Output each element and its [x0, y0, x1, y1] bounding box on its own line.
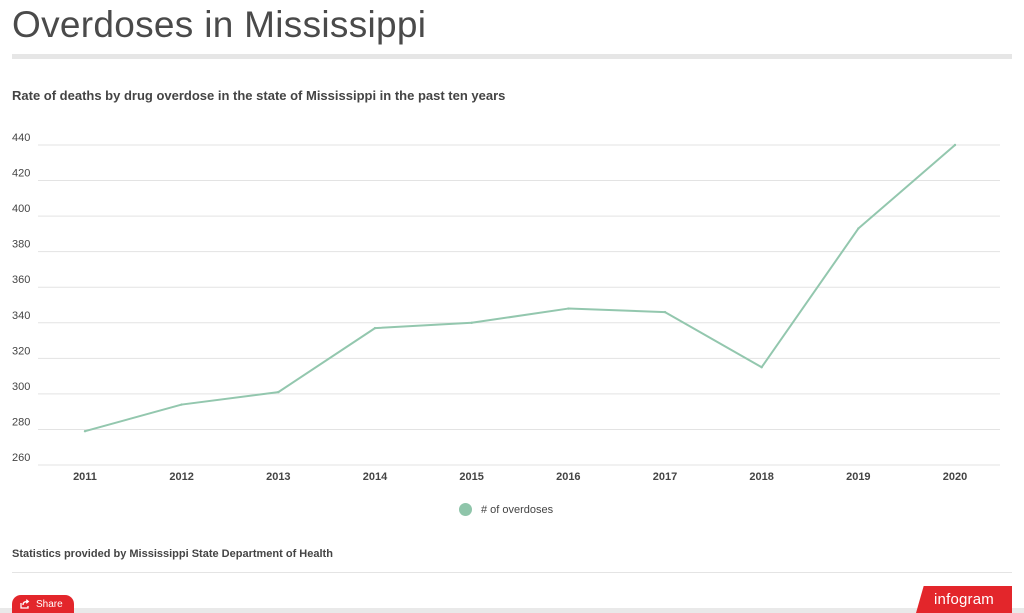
bottom-bar — [0, 608, 1024, 613]
x-tick-label: 2017 — [653, 471, 677, 480]
y-tick-label: 360 — [12, 274, 30, 286]
data-point — [760, 366, 763, 369]
share-icon — [20, 599, 30, 609]
y-tick-label: 280 — [12, 416, 30, 428]
data-point — [277, 390, 280, 394]
data-point — [180, 403, 183, 406]
y-tick-label: 300 — [12, 381, 30, 393]
page-title: Overdoses in Mississippi — [12, 4, 427, 45]
share-button[interactable]: Share — [12, 595, 74, 613]
y-tick-label: 440 — [12, 132, 30, 144]
chart-subtitle: Rate of deaths by drug overdose in the s… — [12, 88, 506, 103]
data-point — [470, 321, 473, 324]
y-tick-label: 420 — [12, 168, 30, 180]
data-point — [373, 326, 377, 330]
data-point — [953, 143, 957, 147]
x-tick-label: 2011 — [73, 471, 97, 480]
source-divider — [12, 572, 1012, 573]
legend-swatch — [459, 503, 472, 516]
y-tick-label: 260 — [12, 452, 30, 464]
x-tick-label: 2016 — [556, 471, 580, 480]
y-tick-label: 320 — [12, 345, 30, 357]
x-tick-label: 2018 — [749, 471, 773, 480]
data-point — [83, 430, 87, 433]
y-tick-label: 400 — [12, 203, 30, 215]
x-tick-label: 2014 — [363, 471, 388, 480]
x-tick-label: 2013 — [266, 471, 290, 480]
y-tick-label: 380 — [12, 239, 30, 251]
x-tick-label: 2020 — [943, 471, 967, 480]
title-divider — [12, 54, 1012, 59]
data-point — [663, 310, 667, 314]
series-line — [84, 144, 956, 433]
source-note: Statistics provided by Mississippi State… — [12, 548, 333, 560]
infogram-label: infogram — [934, 591, 994, 608]
data-point — [857, 227, 860, 230]
x-tick-label: 2019 — [846, 471, 870, 480]
share-label: Share — [36, 598, 63, 610]
x-tick-label: 2015 — [459, 471, 483, 480]
legend-label: # of overdoses — [481, 503, 554, 516]
y-tick-label: 340 — [12, 310, 30, 322]
data-point — [567, 307, 570, 310]
line-chart: 260 280 300 320 340 360 380 400 420 440 2011 2012 20… — [12, 132, 1000, 480]
x-tick-label: 2012 — [169, 471, 193, 480]
chart-legend[interactable]: # of overdoses — [459, 503, 553, 516]
infogram-link[interactable]: infogram — [916, 586, 1012, 613]
